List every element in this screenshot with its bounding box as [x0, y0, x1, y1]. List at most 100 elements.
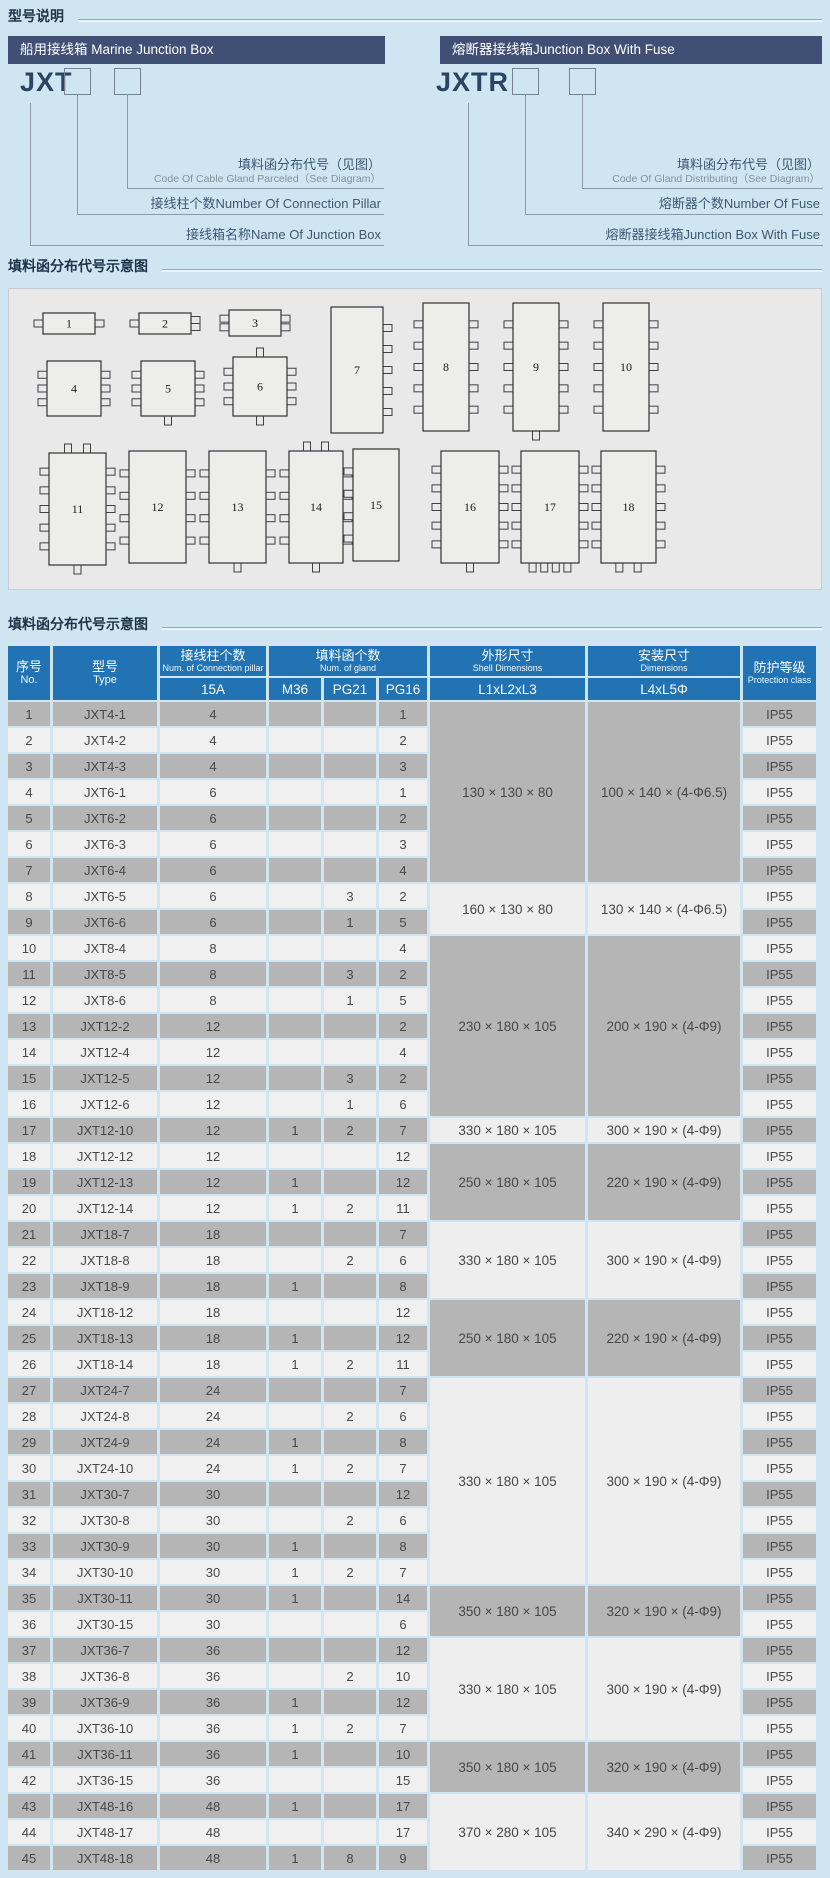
cell-protection-class: IP55	[743, 1326, 816, 1350]
cell-pg21	[324, 728, 376, 752]
cell-pg16: 7	[379, 1378, 427, 1402]
cell-15a: 24	[160, 1404, 266, 1428]
code-box	[114, 68, 141, 95]
cell-pg21	[324, 1690, 376, 1714]
cell-pg16: 4	[379, 858, 427, 882]
svg-text:9: 9	[533, 360, 539, 374]
cell-15a: 18	[160, 1326, 266, 1350]
connector-fuse-count: 熔断器个数Number Of Fuse	[525, 94, 823, 215]
cell-pg16: 15	[379, 1768, 427, 1792]
cell-shell-dimensions: 350 × 180 × 105	[430, 1586, 585, 1636]
table-row: 15 JXT12-5 12 3 2 IP55	[8, 1066, 816, 1090]
cell-protection-class: IP55	[743, 1690, 816, 1714]
cell-type: JXT12-12	[53, 1144, 157, 1168]
connector-gland-code-left: 填料函分布代号（见图） Code Of Cable Gland Parceled…	[127, 94, 384, 189]
cell-pg21	[324, 1586, 376, 1610]
cell-pg16: 12	[379, 1690, 427, 1714]
cell-pg21	[324, 1040, 376, 1064]
svg-text:2: 2	[162, 317, 168, 331]
cell-pg21: 2	[324, 1508, 376, 1532]
cell-no: 40	[8, 1716, 50, 1740]
cell-15a: 30	[160, 1508, 266, 1532]
cell-protection-class: IP55	[743, 832, 816, 856]
cell-pg16: 4	[379, 936, 427, 960]
cell-mounting-dimensions: 220 × 190 × (4-Φ9)	[588, 1144, 740, 1220]
cell-type: JXT36-9	[53, 1690, 157, 1714]
cell-no: 9	[8, 910, 50, 934]
cell-protection-class: IP55	[743, 1534, 816, 1558]
code-box	[64, 68, 91, 95]
cell-type: JXT30-7	[53, 1482, 157, 1506]
cell-m36	[269, 1248, 321, 1272]
svg-text:15: 15	[370, 498, 382, 512]
cell-protection-class: IP55	[743, 1118, 816, 1142]
cell-m36	[269, 1482, 321, 1506]
fuse-junction-box-bar: 熔断器接线箱Junction Box With Fuse	[440, 36, 822, 64]
cell-15a: 12	[160, 1040, 266, 1064]
cell-m36	[269, 1066, 321, 1090]
cell-protection-class: IP55	[743, 1482, 816, 1506]
cell-no: 32	[8, 1508, 50, 1532]
table-row: 12 JXT8-6 8 1 5 IP55	[8, 988, 816, 1012]
cell-15a: 36	[160, 1638, 266, 1662]
cell-pg21	[324, 1612, 376, 1636]
cell-shell-dimensions: 230 × 180 × 105	[430, 936, 585, 1116]
gland-code-diagram-panel: 1 2 3 4 5 6 7 8 9 10 11 12 13 14 15 16 17 18	[8, 288, 822, 590]
col-header-no: 序号 No.	[8, 646, 50, 700]
cell-no: 12	[8, 988, 50, 1012]
table-row: 14 JXT12-4 12 4 IP55	[8, 1040, 816, 1064]
svg-text:18: 18	[623, 500, 635, 514]
table-row: 23 JXT18-9 18 1 8 IP55	[8, 1274, 816, 1298]
cell-15a: 36	[160, 1690, 266, 1714]
label-fuse-box-name: 熔断器接线箱Junction Box With Fuse	[605, 226, 820, 242]
table-row: 43 JXT48-16 48 1 17 370 × 280 × 105 340 × 290 …	[8, 1794, 816, 1870]
table-row: 41 JXT36-11 36 1 10 350 × 180 × 105 320 × 190 …	[8, 1742, 816, 1792]
gland-code-box-13: 13	[199, 450, 276, 573]
cell-protection-class: IP55	[743, 1196, 816, 1220]
cell-m36	[269, 962, 321, 986]
cell-m36: 1	[269, 1690, 321, 1714]
cell-mounting-dimensions: 320 × 190 × (4-Φ9)	[588, 1586, 740, 1636]
table-row: 19 JXT12-13 12 1 12 IP55	[8, 1170, 816, 1194]
cell-pg16: 3	[379, 754, 427, 778]
cell-pg16: 2	[379, 806, 427, 830]
cell-protection-class: IP55	[743, 1846, 816, 1870]
cell-protection-class: IP55	[743, 988, 816, 1012]
cell-m36: 1	[269, 1118, 321, 1142]
cell-m36	[269, 1612, 321, 1636]
cell-no: 44	[8, 1820, 50, 1844]
cell-pg21: 2	[324, 1664, 376, 1688]
cell-pg16: 3	[379, 832, 427, 856]
cell-protection-class: IP55	[743, 962, 816, 986]
table-row: 34 JXT30-10 30 1 2 7 IP55	[8, 1560, 816, 1584]
cell-pg21: 3	[324, 884, 376, 908]
svg-text:5: 5	[165, 382, 171, 396]
cell-pg21: 2	[324, 1118, 376, 1142]
cell-mounting-dimensions: 320 × 190 × (4-Φ9)	[588, 1742, 740, 1792]
cell-m36	[269, 1014, 321, 1038]
cell-pg21: 3	[324, 962, 376, 986]
cell-no: 42	[8, 1768, 50, 1792]
cell-m36: 1	[269, 1170, 321, 1194]
cell-pg21	[324, 1274, 376, 1298]
cell-type: JXT6-1	[53, 780, 157, 804]
cell-no: 41	[8, 1742, 50, 1766]
cell-mounting-dimensions: 100 × 140 × (4-Φ6.5)	[588, 702, 740, 882]
cell-protection-class: IP55	[743, 1716, 816, 1740]
cell-no: 34	[8, 1560, 50, 1584]
cell-type: JXT4-3	[53, 754, 157, 778]
cell-m36: 1	[269, 1430, 321, 1454]
cell-pg21: 1	[324, 1092, 376, 1116]
cell-pg21	[324, 1638, 376, 1662]
cell-protection-class: IP55	[743, 1248, 816, 1272]
cell-type: JXT8-5	[53, 962, 157, 986]
cell-pg21	[324, 1144, 376, 1168]
cell-15a: 6	[160, 806, 266, 830]
cell-type: JXT6-3	[53, 832, 157, 856]
cell-pg21	[324, 780, 376, 804]
cell-pg21	[324, 936, 376, 960]
cell-protection-class: IP55	[743, 1794, 816, 1818]
cell-shell-dimensions: 350 × 180 × 105	[430, 1742, 585, 1792]
cell-no: 11	[8, 962, 50, 986]
cell-m36	[269, 1092, 321, 1116]
